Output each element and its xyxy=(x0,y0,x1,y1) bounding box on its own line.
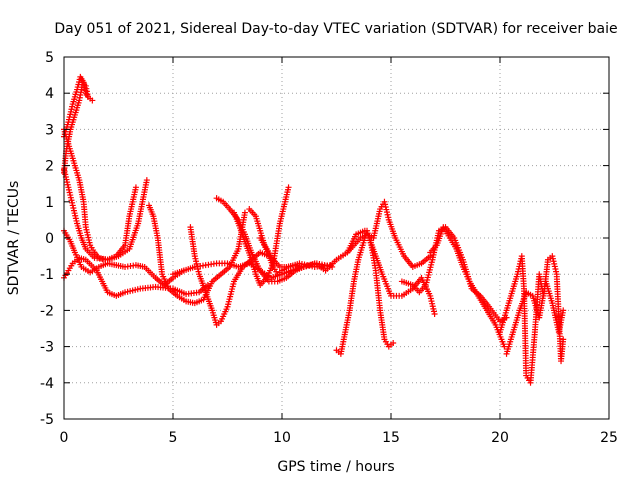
series-arc-d xyxy=(61,166,150,263)
y-tick-label: 5 xyxy=(45,50,54,66)
series-arc-h xyxy=(187,224,272,328)
y-tick-label: -1 xyxy=(40,267,54,283)
data-point xyxy=(390,339,397,346)
data-point xyxy=(560,336,567,343)
series-arc-o xyxy=(344,198,434,270)
y-tick-label: -2 xyxy=(40,303,54,319)
series-arc-e xyxy=(61,227,187,289)
data-point xyxy=(285,184,292,191)
data-point xyxy=(560,307,567,314)
y-tick-label: -4 xyxy=(40,376,54,392)
y-tick-label: -5 xyxy=(40,412,54,428)
data-point xyxy=(241,209,248,216)
y-tick-label: 4 xyxy=(45,86,54,102)
y-tick-label: 0 xyxy=(45,231,54,247)
grid-lines xyxy=(64,57,609,419)
x-tick-label: 5 xyxy=(169,430,178,446)
x-tick-label: 15 xyxy=(382,430,400,446)
series-arc-f xyxy=(61,254,211,299)
series-arc-k xyxy=(231,184,292,289)
x-tick-label: 10 xyxy=(273,430,291,446)
y-axis-label: SDTVAR / TECUs xyxy=(6,181,22,296)
x-tick-label: 20 xyxy=(491,430,509,446)
series-arc-n xyxy=(333,227,397,357)
data-point xyxy=(89,97,96,104)
series-arc-p xyxy=(366,235,438,318)
series-arc-m xyxy=(257,227,368,274)
x-axis-label: GPS time / hours xyxy=(277,459,394,475)
data-point xyxy=(431,311,438,318)
chart-title: Day 051 of 2021, Sidereal Day-to-day VTE… xyxy=(54,21,617,37)
x-tick-label: 25 xyxy=(600,430,618,446)
data-point xyxy=(84,93,91,100)
series-arc-t xyxy=(503,278,567,357)
y-tick-label: -3 xyxy=(40,340,54,356)
y-tick-label: 3 xyxy=(45,122,54,138)
series-arc-s xyxy=(497,253,567,386)
data-point xyxy=(143,177,150,184)
series-arc-r xyxy=(427,224,508,350)
data-points xyxy=(61,73,567,386)
data-point xyxy=(132,184,139,191)
x-tick-label: 0 xyxy=(60,430,69,446)
y-tick-label: 2 xyxy=(45,159,54,175)
y-tick-label: 1 xyxy=(45,195,54,211)
